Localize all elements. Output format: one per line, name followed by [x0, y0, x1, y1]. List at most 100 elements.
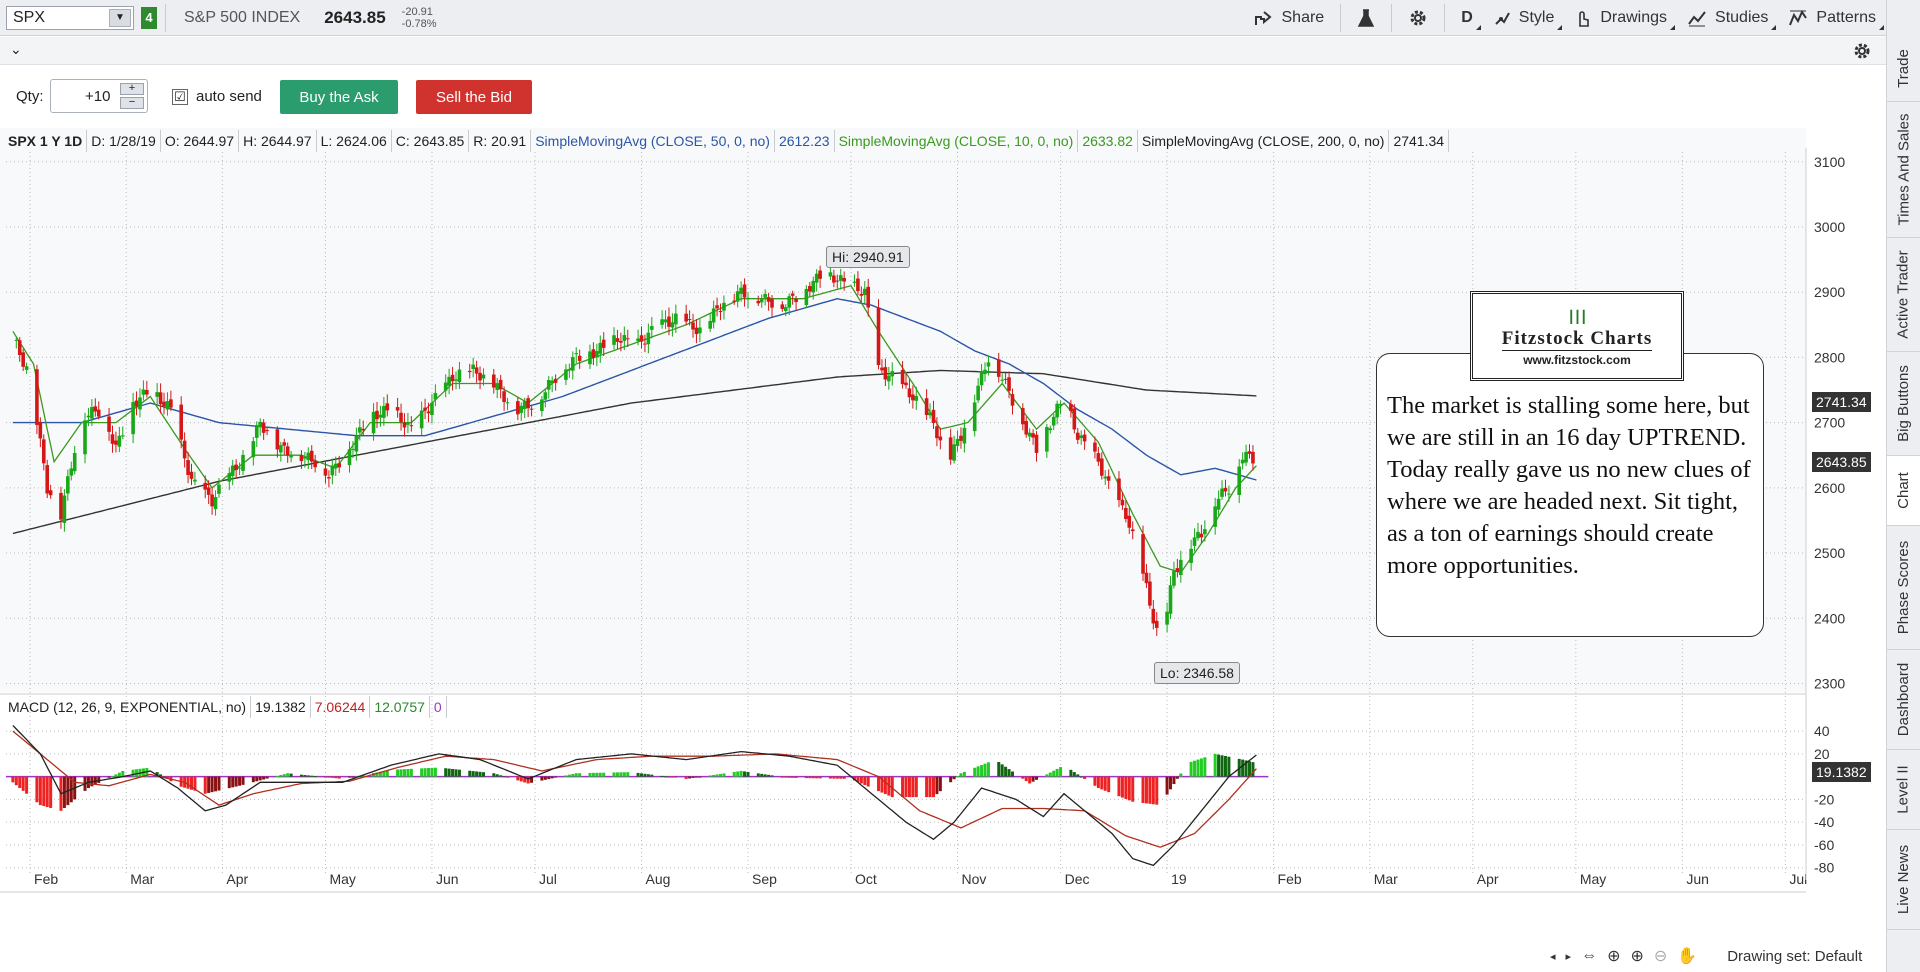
- candle-body: [1220, 488, 1224, 497]
- date-tick-label: Nov: [962, 871, 987, 887]
- macd-histogram-bar: [859, 776, 863, 784]
- macd-histogram-bar: [887, 776, 891, 796]
- macd-histogram-bar: [1055, 768, 1059, 777]
- period-button[interactable]: D: [1451, 0, 1483, 36]
- candle-body: [241, 454, 245, 471]
- candle-body: [835, 280, 840, 282]
- candles-logo-icon: ┃┃┃: [1567, 310, 1588, 324]
- candle-body: [138, 397, 142, 410]
- macd-histogram-bar: [241, 776, 245, 785]
- tab-live-news[interactable]: Live News: [1887, 830, 1920, 930]
- candle-body: [1072, 408, 1077, 430]
- macd-histogram-bar: [1079, 776, 1083, 778]
- tab-phase-scores[interactable]: Phase Scores: [1887, 526, 1920, 650]
- qty-down-button[interactable]: −: [120, 97, 144, 109]
- macd-histogram-bar: [378, 771, 382, 777]
- tab-trade[interactable]: Trade: [1887, 36, 1920, 102]
- macd-histogram-bar: [454, 769, 458, 777]
- zoom-out-icon[interactable]: ⊖: [1653, 948, 1668, 965]
- crosshair-icon[interactable]: ⊕: [1607, 948, 1621, 965]
- macd-histogram-bar: [880, 776, 884, 793]
- flask-button[interactable]: [1347, 0, 1385, 36]
- tab-chart[interactable]: Chart: [1887, 456, 1920, 526]
- candle-body: [900, 369, 905, 385]
- sma200-price-badge: 2741.34: [1812, 392, 1871, 412]
- candle-body: [110, 434, 115, 444]
- macd-histogram-bar: [646, 774, 650, 777]
- macd-histogram-bar: [550, 776, 554, 779]
- candle-body: [859, 293, 864, 296]
- style-button[interactable]: Style: [1483, 0, 1565, 36]
- macd-histogram-bar: [265, 776, 269, 779]
- price-tick-label: 2500: [1814, 545, 1845, 561]
- candle-body: [601, 339, 606, 348]
- chart-area[interactable]: 3100 3000 2900 2800 2700 2600 2500 2400 2300 40 20…: [0, 128, 1886, 972]
- candle-body: [120, 435, 125, 437]
- macd-histogram-bar: [1148, 776, 1152, 804]
- tab-times-and-sales[interactable]: Times And Sales: [1887, 102, 1920, 238]
- macd-histogram-bar: [327, 776, 331, 778]
- candle-body: [856, 278, 860, 292]
- candle-body: [983, 369, 987, 375]
- macd-histogram-bar: [883, 776, 887, 795]
- macd-histogram-bar: [1124, 776, 1128, 799]
- candle-body: [505, 402, 510, 404]
- symbol-dropdown-icon[interactable]: ▼: [109, 8, 131, 27]
- bottom-toolbar: ◂ ▸ ⇔ ⊕ ⊕ ⊖ ✋ Drawing set: Default: [1550, 946, 1862, 966]
- candle-body: [62, 495, 67, 523]
- macd-histogram-bar: [258, 776, 262, 781]
- macd-histogram-bar: [780, 776, 784, 778]
- candle-body: [347, 449, 352, 466]
- symbol-input[interactable]: SPX ▼: [6, 5, 134, 30]
- tab-active-trader[interactable]: Active Trader: [1887, 238, 1920, 352]
- expand-icon[interactable]: ⇔: [1581, 947, 1598, 964]
- macd-histogram-bar: [732, 771, 736, 777]
- qty-stepper[interactable]: +10 + −: [50, 79, 148, 113]
- note-box[interactable]: The market is stalling some here, but we…: [1376, 353, 1764, 637]
- candle-body: [907, 388, 912, 398]
- sell-the-bid-button[interactable]: Sell the Bid: [416, 80, 532, 114]
- macd-legend-avg: 7.06244: [311, 696, 371, 718]
- candle-body: [564, 369, 568, 380]
- macd-histogram-bar: [1196, 759, 1200, 777]
- macd-histogram-bar: [1131, 776, 1135, 802]
- macd-histogram-bar: [739, 770, 743, 777]
- candle-body: [189, 471, 194, 479]
- macd-tick-label: -60: [1814, 837, 1834, 853]
- candle-body: [938, 436, 943, 441]
- candle-body: [227, 473, 232, 482]
- scroll-right-icon[interactable]: ▸: [1565, 950, 1572, 963]
- share-button[interactable]: Share: [1244, 0, 1335, 36]
- tab-big-buttons[interactable]: Big Buttons: [1887, 352, 1920, 456]
- candle-body: [519, 405, 524, 413]
- candle-body: [395, 407, 400, 411]
- candle-body: [962, 427, 967, 444]
- candle-body: [660, 319, 664, 325]
- macd-histogram-bar: [475, 771, 479, 777]
- zoom-in-icon[interactable]: ⊕: [1630, 948, 1644, 965]
- drawings-button[interactable]: Drawings: [1564, 0, 1677, 36]
- candle-body: [1189, 548, 1193, 563]
- macd-histogram-bar: [1007, 769, 1011, 777]
- settings-button[interactable]: [1398, 0, 1438, 36]
- studies-button[interactable]: Studies: [1677, 0, 1778, 36]
- scroll-left-icon[interactable]: ◂: [1550, 950, 1556, 963]
- candle-body: [306, 452, 311, 461]
- macd-histogram-bar: [1179, 773, 1183, 777]
- macd-histogram-bar: [42, 776, 46, 807]
- gear-icon[interactable]: [1852, 41, 1872, 61]
- collapse-chevron-icon[interactable]: ⌄: [10, 41, 22, 57]
- price-tick-label: 2800: [1814, 349, 1845, 365]
- link-group-badge[interactable]: 4: [141, 6, 157, 29]
- tab-dashboard[interactable]: Dashboard: [1887, 650, 1920, 750]
- drawing-set-selector[interactable]: Drawing set: Default: [1727, 947, 1863, 965]
- candle-body: [1223, 487, 1228, 492]
- qty-up-button[interactable]: +: [120, 83, 144, 95]
- autosend-checkbox[interactable]: ☑ auto send: [172, 88, 262, 105]
- candle-body: [265, 430, 269, 432]
- patterns-button[interactable]: Patterns: [1778, 0, 1886, 36]
- candle-body: [155, 392, 159, 397]
- pan-hand-icon[interactable]: ✋: [1677, 948, 1698, 965]
- buy-the-ask-button[interactable]: Buy the Ask: [280, 80, 398, 114]
- tab-level-ii[interactable]: Level II: [1887, 750, 1920, 830]
